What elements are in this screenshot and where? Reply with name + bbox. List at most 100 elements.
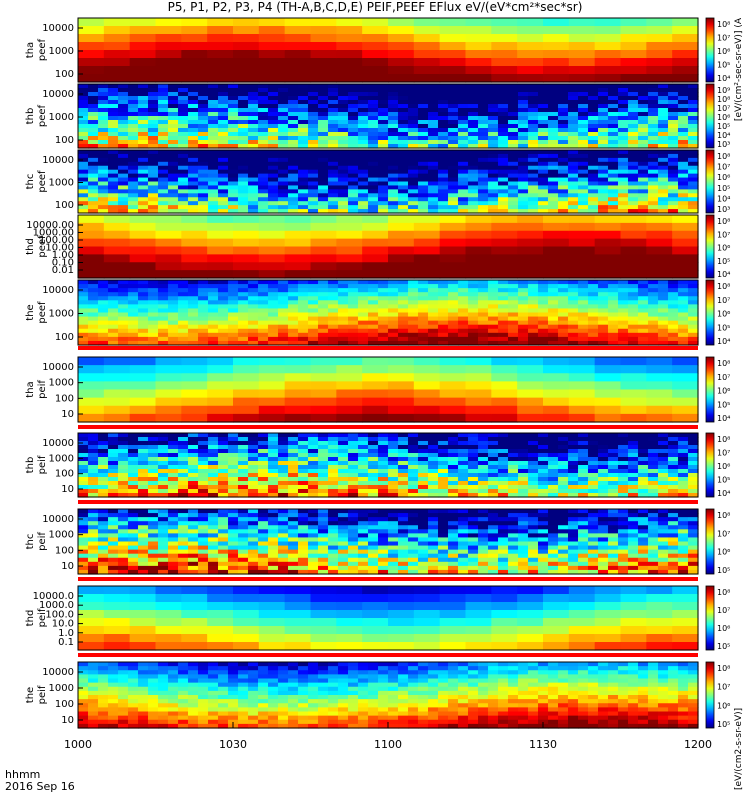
heatmap-cell bbox=[688, 461, 699, 466]
heatmap-cell bbox=[458, 280, 469, 285]
heatmap-cell bbox=[518, 316, 529, 322]
heatmap-cell bbox=[362, 238, 389, 248]
heatmap-cell bbox=[258, 132, 269, 137]
heatmap-cell bbox=[258, 270, 286, 279]
heatmap-cell bbox=[468, 292, 479, 297]
heatmap-cell bbox=[548, 157, 559, 163]
heatmap-cell bbox=[368, 197, 379, 202]
heatmap-cell bbox=[620, 50, 647, 59]
heatmap-cell bbox=[608, 92, 619, 97]
heatmap-cell bbox=[668, 465, 679, 470]
heatmap-cell bbox=[238, 336, 249, 342]
heatmap-cell bbox=[558, 181, 569, 187]
heatmap-cell bbox=[620, 215, 647, 224]
heatmap-cell bbox=[128, 529, 139, 534]
heatmap-cell bbox=[413, 413, 441, 423]
heatmap-cell bbox=[138, 457, 149, 462]
heatmap-cell bbox=[458, 453, 469, 458]
heatmap-cell bbox=[658, 193, 669, 198]
heatmap-cell bbox=[178, 457, 189, 462]
heatmap-cell bbox=[98, 328, 109, 334]
heatmap-cell bbox=[628, 469, 639, 474]
heatmap-cell bbox=[138, 316, 149, 322]
heatmap-cell bbox=[388, 437, 399, 442]
heatmap-cell bbox=[428, 465, 439, 470]
heatmap-cell bbox=[208, 553, 219, 559]
heatmap-cell bbox=[248, 565, 259, 571]
heatmap-cell bbox=[468, 465, 479, 470]
heatmap-cell bbox=[378, 469, 389, 474]
heatmap-cell bbox=[228, 336, 239, 342]
heatmap-cell bbox=[338, 205, 349, 210]
heatmap-cell bbox=[458, 437, 469, 442]
heatmap-cell bbox=[548, 96, 559, 101]
heatmap-cell bbox=[348, 445, 359, 450]
colorbar-tick-label: 10⁵ bbox=[717, 476, 730, 485]
colorbar-tick-label: 10⁶ bbox=[717, 244, 730, 253]
heatmap-cell bbox=[528, 108, 539, 113]
colorbar-tick-label: 10⁷ bbox=[717, 230, 730, 239]
heatmap-cell bbox=[558, 316, 569, 322]
heatmap-cell bbox=[298, 120, 309, 125]
heatmap-cell bbox=[558, 465, 569, 470]
heatmap-cell bbox=[98, 92, 109, 97]
heatmap-cell bbox=[568, 104, 579, 109]
heatmap-cell bbox=[628, 453, 639, 458]
heatmap-cell bbox=[238, 533, 249, 539]
heatmap-cell bbox=[588, 292, 599, 297]
heatmap-cell bbox=[528, 340, 539, 346]
heatmap-cell bbox=[284, 365, 312, 374]
heatmap-cell bbox=[78, 26, 105, 35]
heatmap-cell bbox=[178, 120, 189, 125]
heatmap-cell bbox=[468, 140, 479, 145]
heatmap-cell bbox=[578, 288, 589, 293]
heatmap-cell bbox=[268, 304, 279, 310]
heatmap-cell bbox=[498, 153, 509, 159]
heatmap-cell bbox=[88, 201, 99, 206]
heatmap-cell bbox=[468, 197, 479, 202]
heatmap-cell bbox=[129, 26, 157, 35]
heatmap-cell bbox=[528, 304, 539, 310]
heatmap-cell bbox=[178, 116, 189, 121]
heatmap-cell bbox=[268, 449, 279, 454]
heatmap-cell bbox=[138, 469, 149, 474]
heatmap-cell bbox=[358, 332, 369, 338]
heatmap-cell bbox=[413, 42, 441, 51]
heatmap-cell bbox=[688, 150, 699, 155]
heatmap-cell bbox=[78, 489, 89, 494]
heatmap-cell bbox=[258, 150, 269, 155]
heatmap-cell bbox=[178, 537, 189, 543]
heatmap-cell bbox=[188, 473, 199, 478]
heatmap-cell bbox=[408, 150, 419, 155]
heatmap-cell bbox=[648, 340, 659, 346]
heatmap-cell bbox=[238, 340, 249, 346]
heatmap-cell bbox=[678, 300, 689, 305]
heatmap-cell bbox=[218, 201, 229, 206]
heatmap-cell bbox=[268, 485, 279, 490]
heatmap-cell bbox=[278, 132, 289, 137]
heatmap-cell bbox=[618, 485, 629, 490]
heatmap-cell bbox=[678, 469, 689, 474]
heatmap-cell bbox=[628, 332, 639, 338]
heatmap-cell bbox=[108, 537, 119, 543]
heatmap-cell bbox=[238, 441, 249, 446]
heatmap-cell bbox=[528, 92, 539, 97]
heatmap-cell bbox=[158, 336, 169, 342]
heatmap-cell bbox=[668, 96, 679, 101]
heatmap-cell bbox=[638, 193, 649, 198]
heatmap-cell bbox=[268, 84, 279, 89]
heatmap-cell bbox=[678, 489, 689, 494]
heatmap-cell bbox=[238, 173, 249, 179]
heatmap-cell bbox=[208, 513, 219, 518]
heatmap-cell bbox=[308, 465, 319, 470]
heatmap-cell bbox=[98, 185, 109, 190]
heatmap-cell bbox=[198, 128, 209, 133]
heatmap-cell bbox=[308, 173, 319, 179]
heatmap-cell bbox=[338, 332, 349, 338]
heatmap-cell bbox=[98, 124, 109, 129]
heatmap-cell bbox=[298, 284, 309, 289]
heatmap-cell bbox=[408, 108, 419, 113]
heatmap-cell bbox=[428, 177, 439, 183]
heatmap-cell bbox=[168, 569, 179, 575]
heatmap-cell bbox=[248, 537, 259, 543]
